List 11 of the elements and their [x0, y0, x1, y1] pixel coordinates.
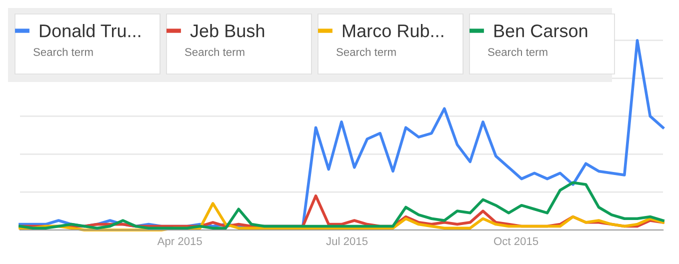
x-tick-label: Jul 2015 [326, 236, 368, 246]
annotation: Search term [336, 48, 396, 56]
legend-label: Marco Rub... [342, 24, 444, 38]
annotation: Search term [34, 48, 93, 56]
x-tick-label: Oct 2015 [494, 237, 538, 246]
legend-label: Jeb Bush [190, 24, 264, 38]
annotation: Search term [185, 48, 244, 56]
legend-label: Ben Carson [494, 24, 588, 38]
annotation: Search term [488, 48, 548, 56]
legend-label: Donald Tru... [40, 24, 140, 38]
x-tick-label: Apr 2015 [157, 237, 202, 248]
